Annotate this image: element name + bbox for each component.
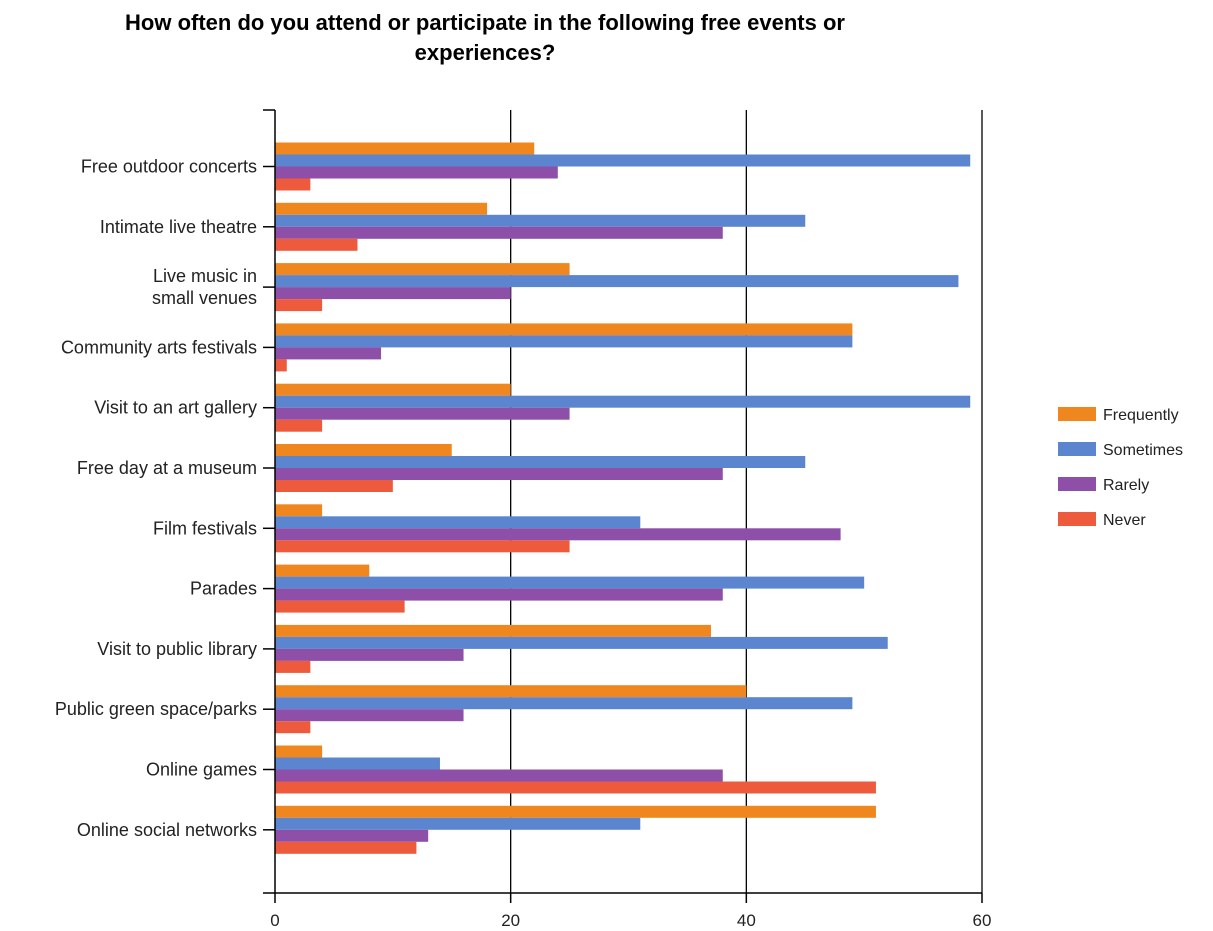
- category-label-10: Online games: [146, 760, 257, 780]
- axes: [263, 109, 983, 903]
- x-tick-label-20: 20: [501, 911, 520, 930]
- bar-never-3: [275, 359, 287, 372]
- bar-rarely-9: [275, 709, 464, 722]
- bar-frequently-4: [275, 383, 511, 396]
- bar-rarely-8: [275, 648, 464, 661]
- bar-frequently-10: [275, 745, 323, 758]
- bar-frequently-0: [275, 142, 535, 155]
- bar-frequently-2: [275, 263, 570, 276]
- bar-rarely-6: [275, 528, 841, 541]
- legend-label-sometimes: Sometimes: [1103, 442, 1183, 459]
- bar-never-0: [275, 178, 311, 191]
- bar-sometimes-1: [275, 214, 806, 227]
- category-label-8: Visit to public library: [97, 639, 257, 659]
- bar-rarely-5: [275, 468, 723, 480]
- bar-sometimes-6: [275, 516, 641, 529]
- bar-sometimes-11: [275, 817, 641, 830]
- bar-sometimes-0: [275, 154, 971, 167]
- legend-swatch-frequently: [1058, 407, 1096, 421]
- category-label-3: Community arts festivals: [61, 337, 257, 357]
- bar-never-6: [275, 540, 570, 553]
- x-tick-label-40: 40: [737, 911, 756, 930]
- bar-rarely-7: [275, 588, 723, 601]
- grid-lines: [510, 110, 983, 893]
- bar-never-4: [275, 419, 323, 432]
- bar-frequently-7: [275, 564, 370, 577]
- bar-frequently-6: [275, 504, 323, 517]
- bar-never-2: [275, 299, 323, 312]
- category-label-1: Intimate live theatre: [100, 217, 257, 237]
- category-label-9: Public green space/parks: [55, 699, 257, 719]
- bar-frequently-5: [275, 444, 452, 456]
- bar-rarely-3: [275, 347, 382, 360]
- bar-frequently-11: [275, 805, 876, 818]
- bar-sometimes-4: [275, 395, 971, 408]
- legend-label-rarely: Rarely: [1103, 477, 1149, 494]
- bar-sometimes-8: [275, 636, 888, 649]
- bar-frequently-3: [275, 323, 853, 336]
- legend-label-never: Never: [1103, 512, 1146, 529]
- bar-sometimes-3: [275, 335, 853, 348]
- legend-swatch-sometimes: [1058, 442, 1096, 456]
- bar-frequently-1: [275, 202, 488, 215]
- bar-never-11: [275, 841, 417, 854]
- category-label-4: Visit to an art gallery: [94, 398, 257, 418]
- bar-frequently-8: [275, 624, 711, 637]
- category-label-11: Online social networks: [77, 820, 257, 840]
- bar-never-7: [275, 600, 405, 613]
- legend-swatch-rarely: [1058, 477, 1096, 491]
- bar-rarely-1: [275, 226, 723, 239]
- bar-sometimes-7: [275, 576, 865, 589]
- bars: [275, 142, 971, 854]
- bar-sometimes-9: [275, 697, 853, 710]
- category-label-7: Parades: [190, 579, 257, 599]
- bar-rarely-0: [275, 166, 558, 179]
- category-label-5: Free day at a museum: [77, 458, 257, 478]
- bar-never-5: [275, 480, 393, 492]
- category-label-0: Free outdoor concerts: [81, 157, 257, 177]
- bar-sometimes-5: [275, 456, 806, 468]
- bar-never-8: [275, 660, 311, 673]
- x-tick-labels: 0 20 40 60: [270, 911, 991, 930]
- category-label-6: Film festivals: [153, 518, 257, 538]
- bar-never-1: [275, 238, 358, 251]
- bar-rarely-2: [275, 287, 511, 300]
- bar-sometimes-2: [275, 275, 959, 288]
- bar-rarely-11: [275, 829, 429, 842]
- chart-title: How often do you attend or participate i…: [125, 10, 845, 65]
- category-labels: Free outdoor concerts Intimate live theat…: [55, 157, 257, 840]
- x-tick-label-0: 0: [270, 911, 279, 930]
- legend-swatch-never: [1058, 512, 1096, 526]
- bar-rarely-4: [275, 407, 570, 420]
- bar-never-9: [275, 721, 311, 734]
- bar-frequently-9: [275, 685, 747, 698]
- legend-label-frequently: Frequently: [1103, 407, 1179, 424]
- bar-sometimes-10: [275, 757, 440, 770]
- x-tick-label-60: 60: [973, 911, 992, 930]
- bar-never-10: [275, 781, 876, 794]
- bar-rarely-10: [275, 769, 723, 782]
- category-label-2: Live music in small venues: [152, 266, 257, 308]
- legend: Frequently Sometimes Rarely Never: [1058, 407, 1183, 529]
